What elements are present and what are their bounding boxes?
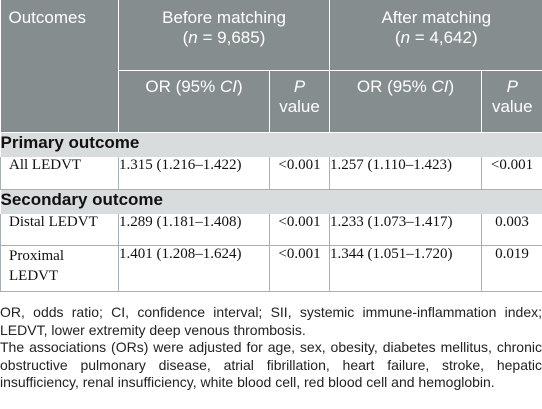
outcome-cell: All LEDVT (0, 157, 119, 190)
table-row: All LEDVT 1.315 (1.216–1.422) <0.001 1.2… (0, 157, 542, 190)
results-table: Outcomes Before matching (n = 9,685) Aft… (0, 0, 542, 292)
outcome-cell: Distal LEDVT (0, 213, 119, 246)
after-or-header: OR (95% CI) (329, 70, 483, 134)
after-matching-n: (n = 4,642) (394, 28, 478, 47)
after-or-ci: CI (431, 76, 449, 96)
after-n-value: = 4,642 (414, 28, 472, 47)
before-or-cell: 1.401 (1.208–1.624) (118, 245, 270, 292)
after-p-cell: 0.019 (481, 245, 542, 292)
before-or-close: ) (236, 76, 243, 96)
before-p-cell: <0.001 (269, 157, 331, 190)
section-title: Primary outcome (0, 133, 140, 152)
before-matching-title: Before matching (162, 8, 286, 27)
section-primary-row: Primary outcome (0, 132, 542, 157)
before-n-value: = 9,685 (202, 28, 260, 47)
footnotes: OR, odds ratio; CI, confidence interval;… (0, 304, 542, 392)
before-p-header: P value (269, 70, 331, 134)
header-row-2: OR (95% CI) P value OR (95% CI) P value (0, 70, 542, 134)
after-or-label: OR (95% (356, 76, 432, 96)
outcome-line-2: LEDVT (9, 268, 59, 284)
before-or-cell: 1.289 (1.181–1.408) (118, 213, 270, 246)
after-or-close: ) (448, 76, 455, 96)
outcome-line-1: Proximal (9, 248, 64, 264)
section-secondary-row: Secondary outcome (0, 189, 542, 214)
outcomes-header-label: Outcomes (8, 8, 86, 27)
before-or-ci: CI (219, 76, 237, 96)
after-p-header: P value (481, 70, 542, 134)
before-p-value-label: value (279, 96, 320, 116)
table-row: Proximal LEDVT 1.401 (1.208–1.624) <0.00… (0, 245, 542, 292)
after-p-cell: 0.003 (481, 213, 542, 246)
after-p-cell: <0.001 (481, 157, 542, 190)
before-p-cell: <0.001 (269, 213, 331, 246)
after-p-value-label: value (491, 96, 533, 116)
outcomes-header: Outcomes (0, 0, 119, 133)
before-matching-header: Before matching (n = 9,685) (118, 0, 331, 71)
before-or-label: OR (95% (145, 76, 220, 96)
before-or-cell: 1.315 (1.216–1.422) (118, 157, 270, 190)
section-title: Secondary outcome (0, 189, 164, 209)
after-matching-title: After matching (381, 8, 492, 27)
footnote-abbreviations: OR, odds ratio; CI, confidence interval;… (0, 304, 542, 338)
before-or-header: OR (95% CI) (118, 70, 270, 134)
table-row: Distal LEDVT 1.289 (1.181–1.408) <0.001 … (0, 213, 542, 246)
before-matching-n: (n = 9,685) (182, 28, 266, 47)
after-or-cell: 1.233 (1.073–1.417) (329, 213, 483, 246)
before-p-cell: <0.001 (269, 245, 331, 292)
after-n-label: n (400, 28, 411, 47)
before-p-label: P (293, 76, 306, 96)
after-matching-header: After matching (n = 4,642) (329, 0, 542, 71)
outcome-cell: Proximal LEDVT (0, 245, 119, 292)
footnote-adjustment: The associations (ORs) were adjusted for… (0, 339, 542, 390)
header-row-1: Outcomes Before matching (n = 9,685) Aft… (0, 0, 542, 133)
before-n-label: n (188, 28, 198, 47)
after-p-label: P (506, 76, 518, 96)
after-or-cell: 1.344 (1.051–1.720) (329, 245, 483, 292)
after-or-cell: 1.257 (1.110–1.423) (329, 157, 483, 190)
